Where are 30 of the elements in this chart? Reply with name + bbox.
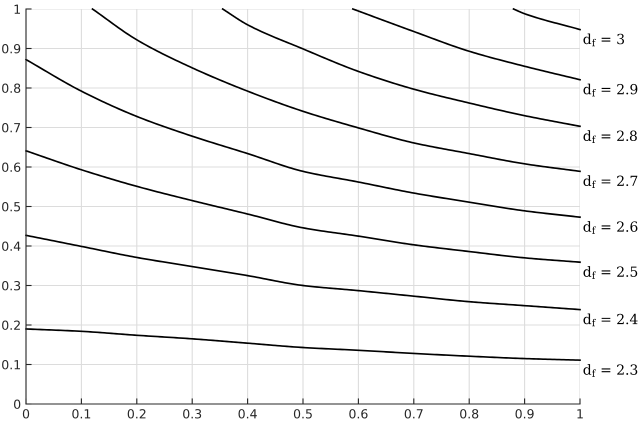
x-tick-label: 0.2 <box>128 409 146 419</box>
series-label: d$_{f}$ = 2.4 <box>583 314 638 326</box>
series-label: d$_{f}$ = 3 <box>583 33 624 46</box>
series-label: d$_{f}$ = 2.9 <box>583 84 638 96</box>
series-label: d$_{f}$ = 2.3 <box>583 364 638 377</box>
x-tick-label: 0.6 <box>349 409 368 419</box>
y-tick-label: 0.3 <box>2 280 20 290</box>
y-tick-label: 0.6 <box>2 162 20 172</box>
y-tick-label: 0.9 <box>2 44 20 54</box>
series-label: d$_{f}$ = 2.8 <box>583 130 637 143</box>
y-tick-label: 0 <box>14 399 20 409</box>
x-tick-label: 0.5 <box>294 409 312 419</box>
series-label: d$_{f}$ = 2.6 <box>583 221 638 234</box>
x-tick-label: 0.3 <box>183 409 202 419</box>
y-tick-label: 0.5 <box>2 202 20 212</box>
y-tick-label: 0.4 <box>2 241 20 251</box>
y-tick-label: 1 <box>14 4 20 14</box>
x-tick-label: 0 <box>22 409 30 419</box>
x-tick-label: 0.4 <box>238 409 257 419</box>
x-tick-label: 0.1 <box>72 409 90 419</box>
y-tick-label: 0.2 <box>2 320 20 330</box>
y-tick-label: 0.1 <box>2 360 20 370</box>
y-tick-label: 0.7 <box>2 122 20 132</box>
series-label: d$_{f}$ = 2.7 <box>583 175 638 188</box>
x-tick-label: 1 <box>577 409 583 418</box>
x-tick-label: 0.9 <box>515 409 534 419</box>
x-tick-label: 0.8 <box>460 409 478 419</box>
y-tick-label: 0.8 <box>2 83 20 93</box>
series-label: d$_{f}$ = 2.5 <box>583 266 638 279</box>
x-tick-label: 0.7 <box>404 409 423 419</box>
